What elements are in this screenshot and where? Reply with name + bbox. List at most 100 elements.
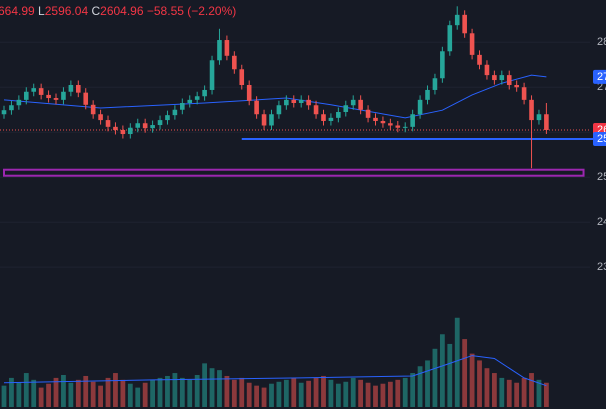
candle-body — [142, 123, 148, 129]
volume-bar — [172, 373, 178, 407]
candle-body — [38, 88, 44, 95]
candle-body — [1, 110, 7, 115]
volume-bar — [83, 375, 89, 407]
volume-bar — [469, 353, 475, 407]
candle-body — [209, 60, 215, 90]
candle-body — [321, 114, 326, 121]
volume-bar — [157, 377, 163, 407]
volume-bar — [31, 379, 37, 407]
volume-bar — [254, 385, 260, 407]
volume-bar — [365, 382, 371, 407]
volume-bar — [298, 382, 304, 407]
candle-body — [83, 92, 89, 105]
ohlc-header: 664.99 L2596.04 C2604.96 −58.55 (−2.20%) — [0, 4, 236, 18]
volume-bar — [194, 374, 200, 407]
candle-body — [514, 85, 519, 88]
candle-body — [224, 40, 230, 56]
ma-price-box — [593, 69, 606, 84]
y-tick-label: 2500 — [597, 171, 606, 183]
candle-body — [506, 75, 512, 86]
volume-bar — [217, 370, 222, 407]
candle-body — [9, 105, 14, 111]
candle-body — [53, 98, 59, 100]
volume-bar — [61, 374, 66, 407]
volume-bar — [462, 339, 468, 407]
candle-body — [336, 111, 341, 118]
candle-body — [417, 99, 423, 115]
volume-bar — [343, 381, 349, 407]
candle-body — [90, 104, 96, 115]
volume-bar — [291, 377, 297, 407]
level-price-box — [593, 131, 606, 146]
volume-bar — [328, 379, 334, 407]
volume-bar — [536, 379, 542, 407]
volume-bar — [231, 379, 237, 407]
candle-body — [246, 85, 252, 101]
candle-body — [31, 88, 37, 92]
candle-body — [313, 105, 319, 115]
volume-bar — [224, 375, 230, 407]
candle-body — [358, 99, 363, 110]
volume-bar — [514, 382, 520, 407]
volume-bar — [395, 379, 401, 407]
close-price-label: 2604.96 — [597, 124, 606, 136]
volume-bar — [521, 377, 527, 407]
y-tick-label: 2700 — [597, 81, 606, 93]
volume-bar — [276, 381, 282, 407]
candle-body — [165, 115, 170, 121]
volume-bar — [53, 377, 59, 407]
volume-bar — [358, 379, 364, 407]
candle-body — [402, 126, 408, 128]
volume-bar — [373, 385, 378, 407]
volume-bar — [321, 375, 326, 407]
volume-bar — [246, 382, 252, 407]
y-tick-label: 2300 — [597, 261, 606, 273]
high-value: 664.99 — [0, 4, 35, 18]
candle-body — [187, 99, 193, 103]
volume-bar — [90, 381, 96, 407]
candle-body — [157, 120, 163, 126]
candle-body — [298, 99, 304, 103]
candle-body — [477, 54, 482, 65]
candle-body — [536, 114, 542, 121]
candle-body — [68, 85, 74, 92]
candle-body — [217, 40, 222, 61]
volume-bar — [306, 380, 312, 407]
candle-body — [469, 33, 475, 55]
volume-bar — [529, 373, 534, 407]
candle-body — [254, 100, 259, 115]
volume-bar — [387, 381, 393, 407]
candle-body — [544, 114, 549, 131]
candle-body — [113, 126, 118, 130]
volume-bar — [432, 348, 438, 407]
volume-bar — [120, 379, 126, 407]
candle-body — [291, 99, 297, 103]
volume-bar — [202, 363, 208, 407]
volume-bar — [283, 379, 289, 407]
candle-body — [172, 109, 178, 116]
volume-bar — [269, 383, 274, 407]
volume-bar — [38, 387, 44, 407]
candle-body — [343, 105, 349, 112]
level-price-label: 2585 — [597, 133, 606, 145]
volume-bar — [9, 377, 14, 407]
low-label: L — [38, 4, 45, 18]
volume-bar — [491, 373, 497, 407]
candle-body — [105, 120, 111, 127]
candle-body — [98, 114, 103, 121]
volume-bar — [68, 382, 74, 407]
candle-body — [529, 99, 534, 121]
candle-body — [46, 94, 51, 99]
candle-body — [194, 96, 200, 100]
volume-bar — [113, 373, 118, 407]
volume-bar — [380, 383, 386, 407]
volume-bar — [16, 382, 22, 407]
volume-bar — [477, 360, 482, 407]
candle-body — [120, 129, 126, 135]
volume-bar — [402, 377, 408, 407]
y-tick-label: 2400 — [597, 216, 606, 228]
volume-bar — [165, 375, 170, 407]
candle-body — [180, 102, 185, 110]
